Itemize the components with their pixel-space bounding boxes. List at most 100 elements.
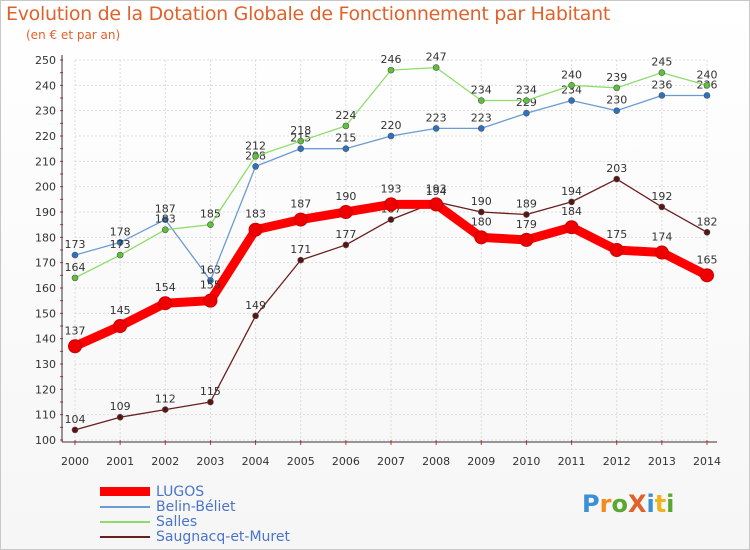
data-point <box>519 232 534 247</box>
chart-subtitle: (en € et par an) <box>26 28 121 42</box>
proxiti-logo: ProXiti <box>582 490 674 518</box>
data-label: 224 <box>335 109 356 122</box>
data-label: 112 <box>155 393 176 406</box>
x-tick-label: 2013 <box>648 455 676 468</box>
data-label: 220 <box>381 119 402 132</box>
legend-item-salles: Salles <box>100 514 290 530</box>
data-label: 247 <box>426 51 447 64</box>
data-point <box>523 97 530 104</box>
legend-swatch-lugos <box>100 487 150 496</box>
data-point <box>203 293 218 308</box>
y-tick-label: 140 <box>35 333 56 346</box>
data-point <box>297 137 305 145</box>
logo-letter: i <box>646 490 655 518</box>
y-tick-label: 170 <box>35 257 56 270</box>
data-point <box>342 122 350 130</box>
data-point <box>71 426 79 434</box>
y-tick-label: 220 <box>35 130 56 143</box>
y-tick-label: 100 <box>35 434 56 447</box>
legend-label: LUGOS <box>156 483 205 500</box>
data-point <box>432 125 440 132</box>
data-point <box>116 251 124 259</box>
x-tick-label: 2004 <box>242 455 270 468</box>
data-label: 194 <box>426 185 447 198</box>
data-label: 163 <box>200 263 221 276</box>
data-point <box>161 216 169 223</box>
data-label: 180 <box>471 215 492 228</box>
legend-swatch-belin-beliet <box>100 505 150 508</box>
data-point <box>387 66 395 74</box>
y-tick-label: 230 <box>35 105 56 118</box>
data-label: 218 <box>290 124 311 137</box>
logo-letter: X <box>627 490 647 518</box>
data-label: 177 <box>335 228 356 241</box>
x-tick-label: 2009 <box>467 455 495 468</box>
data-point <box>384 197 398 212</box>
data-label: 245 <box>651 56 672 69</box>
data-label: 171 <box>290 243 311 256</box>
data-point <box>116 239 124 246</box>
data-label: 155 <box>200 279 221 292</box>
data-label: 246 <box>381 53 402 66</box>
data-point <box>658 69 666 76</box>
y-tick-label: 180 <box>35 231 56 244</box>
y-tick-label: 210 <box>35 155 56 168</box>
data-point <box>207 277 214 284</box>
data-point <box>477 208 485 216</box>
data-label: 203 <box>606 162 627 175</box>
data-label: 184 <box>561 205 582 218</box>
x-tick-label: 2007 <box>377 455 405 468</box>
logo-letter: o <box>611 490 628 518</box>
data-point <box>613 107 621 114</box>
y-tick-label: 150 <box>35 307 56 320</box>
y-tick-label: 110 <box>35 409 56 422</box>
data-label: 192 <box>651 190 672 203</box>
data-point <box>429 197 444 212</box>
x-tick-label: 2014 <box>693 455 721 468</box>
x-tick-label: 2003 <box>196 455 224 468</box>
legend-item-saugnacq-et-muret: Saugnacq-et-Muret <box>100 529 290 545</box>
y-tick-label: 250 <box>35 54 56 67</box>
data-point <box>568 198 575 206</box>
data-label: 187 <box>155 203 176 216</box>
data-label: 240 <box>561 68 582 81</box>
data-point <box>342 145 350 152</box>
data-label: 104 <box>65 413 86 426</box>
x-tick-label: 2002 <box>151 455 179 468</box>
x-tick-label: 2000 <box>61 455 89 468</box>
legend: LUGOS Belin-Béliet Salles Saugnacq-et-Mu… <box>100 483 290 545</box>
logo-letter: i <box>666 490 675 518</box>
data-point <box>568 97 575 104</box>
data-label: 137 <box>65 324 86 337</box>
data-label: 182 <box>697 215 718 228</box>
data-label: 173 <box>65 238 86 251</box>
data-label: 212 <box>245 139 266 152</box>
data-point <box>658 203 666 211</box>
data-point <box>703 92 711 99</box>
data-point <box>161 406 169 413</box>
data-label: 189 <box>516 198 537 211</box>
data-label: 223 <box>426 111 447 124</box>
chart-title: Evolution de la Dotation Globale de Fonc… <box>6 3 611 25</box>
data-point <box>252 163 259 170</box>
data-point <box>387 132 395 140</box>
data-label: 193 <box>426 182 447 195</box>
data-point <box>703 228 711 236</box>
data-label: 223 <box>471 111 492 124</box>
data-label: 179 <box>516 218 537 231</box>
data-label: 164 <box>65 261 86 274</box>
data-point <box>158 296 173 311</box>
data-point <box>654 245 669 260</box>
data-point <box>297 145 305 152</box>
data-label: 175 <box>606 228 627 241</box>
data-point <box>658 92 666 99</box>
legend-label: Belin-Béliet <box>156 498 236 515</box>
data-point <box>161 226 169 234</box>
data-label: 178 <box>110 225 131 238</box>
data-point <box>342 241 350 249</box>
data-label: 154 <box>155 281 176 294</box>
legend-item-lugos: LUGOS <box>100 483 290 500</box>
data-label: 194 <box>561 185 582 198</box>
